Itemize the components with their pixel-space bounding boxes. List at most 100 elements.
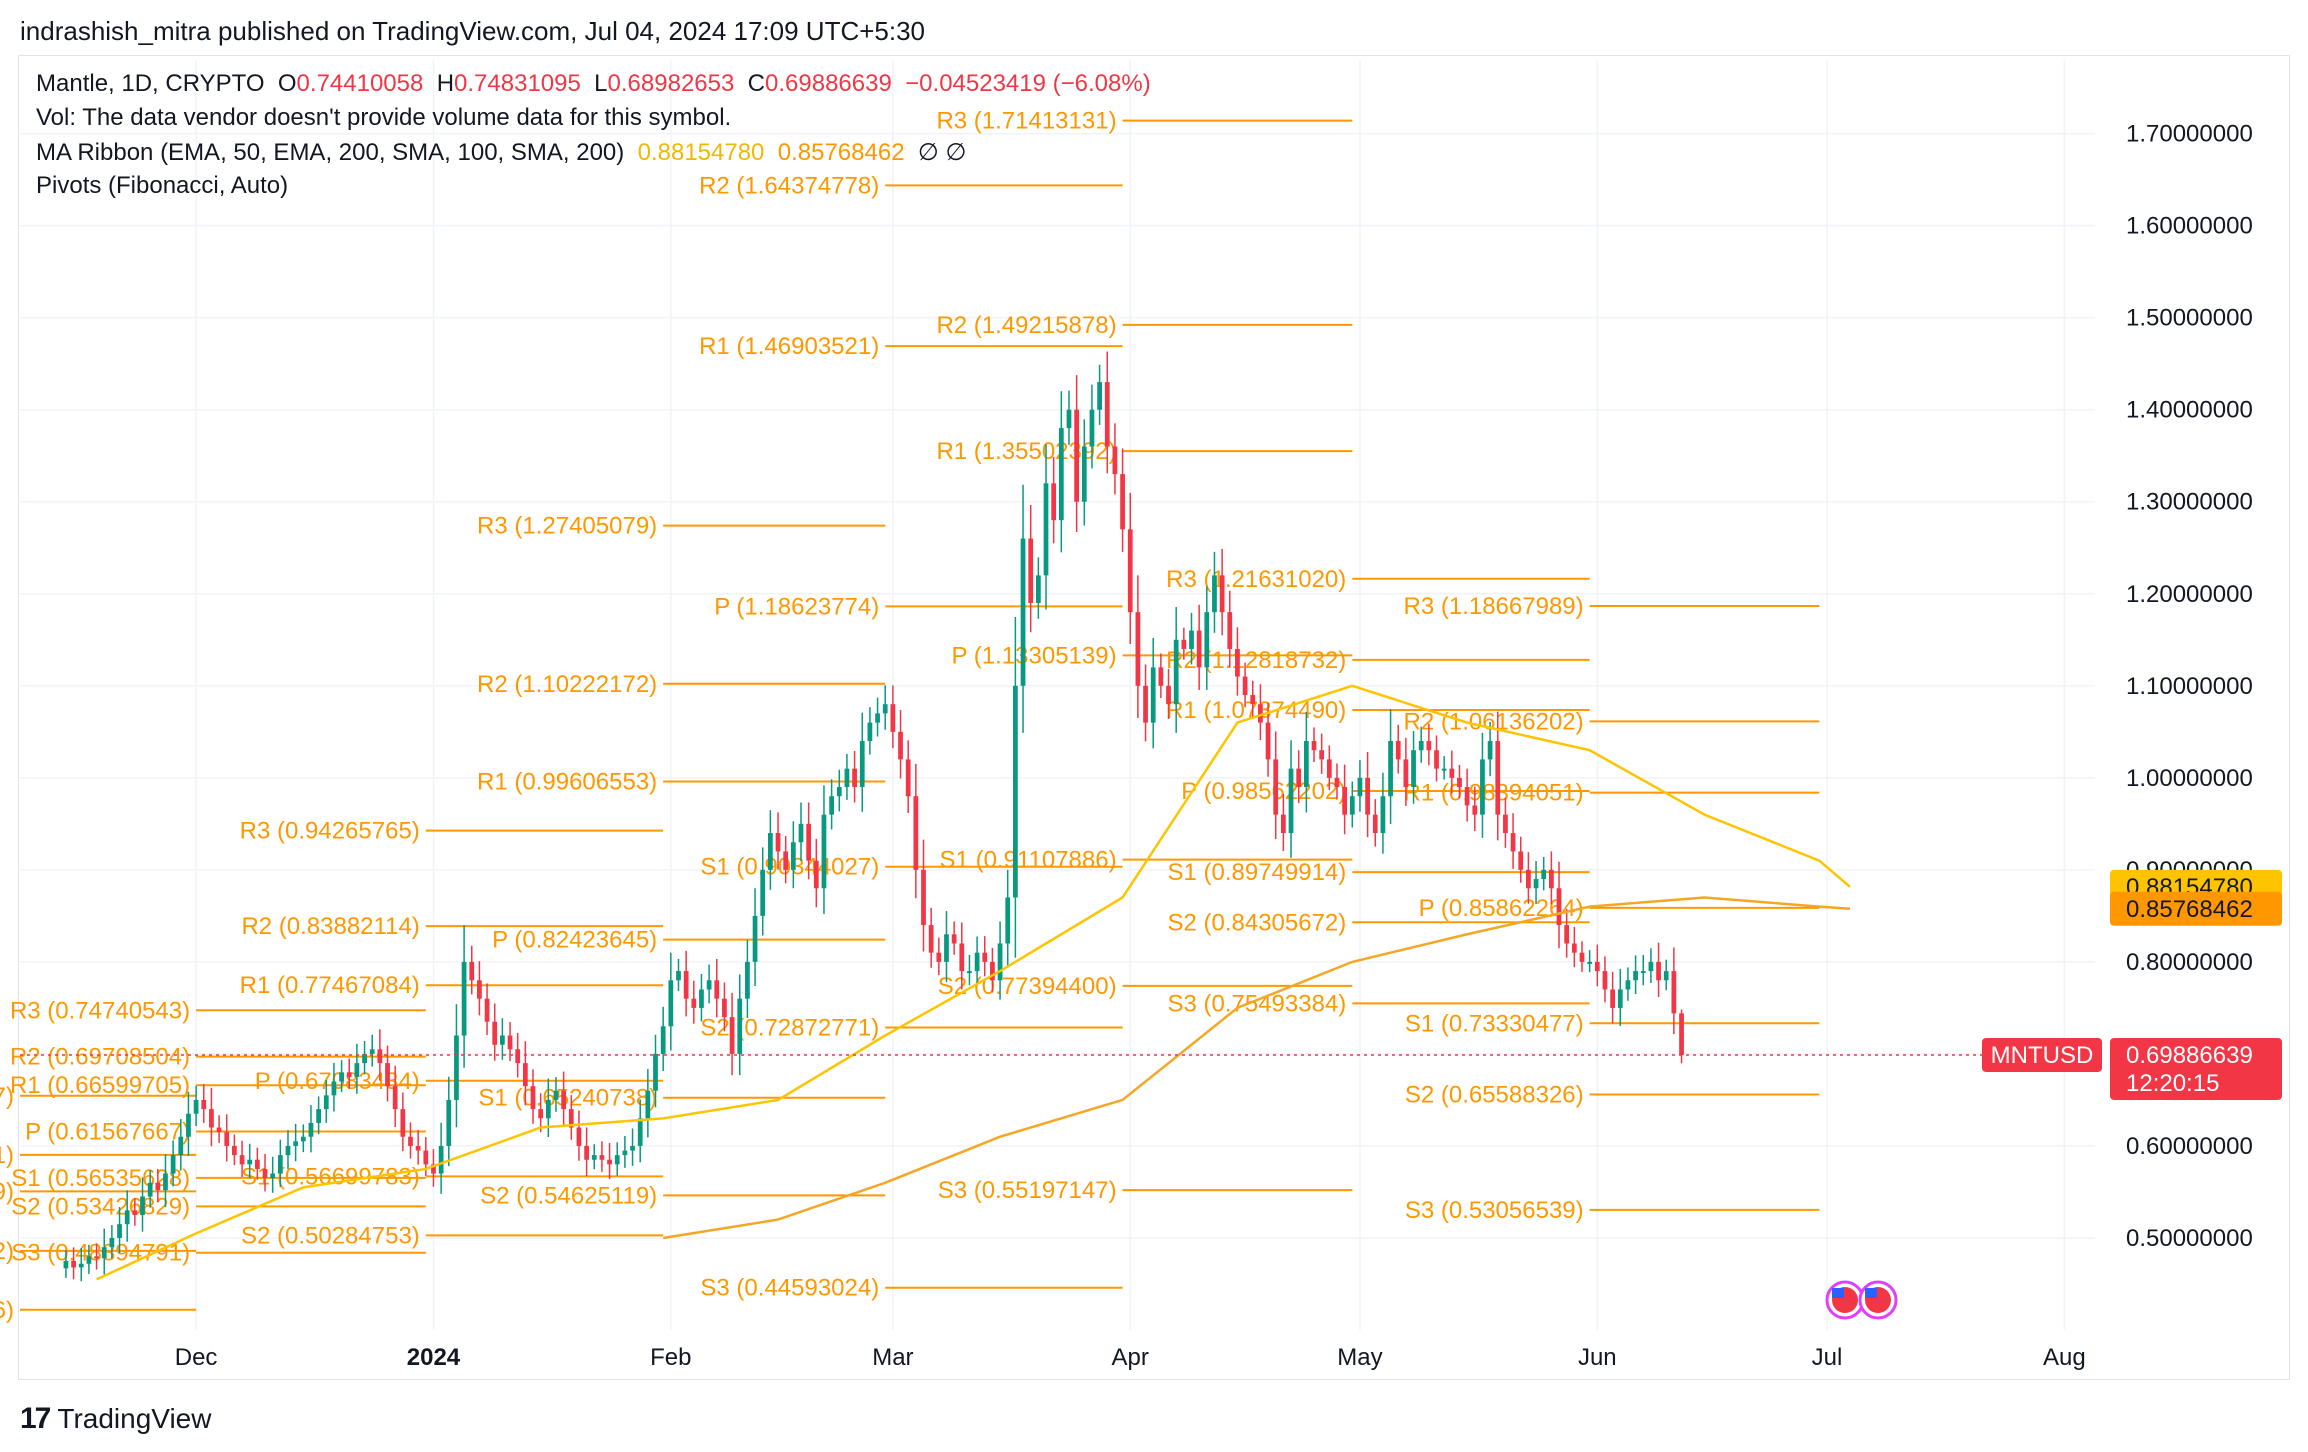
candle-body bbox=[163, 1173, 168, 1191]
candle-body bbox=[1112, 446, 1118, 475]
axes: Dec 2024 Feb Mar Apr May Jun Jul Aug 0.50000000 0.… bbox=[20, 121, 2253, 1371]
candle-body bbox=[614, 1155, 620, 1165]
candle-body bbox=[500, 1035, 505, 1045]
candle-body bbox=[530, 1086, 536, 1110]
y-tick-label: 1.50000000 bbox=[2126, 305, 2253, 332]
y-tick-label: 1.70000000 bbox=[2126, 121, 2253, 148]
pivot-label: R1 (1.46903521) bbox=[699, 333, 879, 360]
candle-body bbox=[1625, 980, 1631, 990]
candle-body bbox=[1104, 382, 1110, 447]
y-tick-label: 1.00000000 bbox=[2126, 765, 2253, 792]
pivot-label: R3 (1.18667989) bbox=[1404, 593, 1584, 620]
candle-body bbox=[944, 934, 949, 962]
candle-body bbox=[645, 1090, 651, 1119]
x-tick-label: Jul bbox=[1812, 1344, 1843, 1371]
candle-body bbox=[392, 1086, 398, 1110]
candle-body bbox=[699, 989, 704, 1008]
candle-body bbox=[1457, 777, 1462, 788]
ma-value-1: 0.88154780 bbox=[637, 139, 765, 166]
x-tick-label: Mar bbox=[872, 1344, 913, 1371]
pivot-label: S1 (0.65240738) bbox=[478, 1085, 657, 1112]
candle-body bbox=[706, 980, 712, 990]
candle-body bbox=[561, 1090, 567, 1110]
candle-body bbox=[193, 1099, 199, 1114]
pivot-levels: 5457347) 9031941) 5062319) 86502) 2211506) R3… bbox=[0, 108, 1820, 1324]
candle-body bbox=[277, 1155, 283, 1174]
pivot-label: S2 (0.50284753) bbox=[241, 1222, 420, 1249]
candle-body bbox=[1487, 741, 1493, 760]
ma-slow-line bbox=[662, 896, 1851, 1240]
candle-body bbox=[591, 1155, 597, 1160]
ma-value-2: 0.85768462 bbox=[777, 139, 905, 166]
candle-body bbox=[308, 1122, 314, 1137]
legend-close: 0.69886639 bbox=[765, 70, 892, 97]
candle-body bbox=[622, 1150, 628, 1156]
candle-body bbox=[1495, 741, 1501, 815]
candle-body bbox=[1610, 989, 1615, 1008]
y-tick-label: 0.80000000 bbox=[2126, 949, 2253, 976]
pivot-label: R2 (1.06136202) bbox=[1404, 708, 1584, 735]
y-tick-label: 1.40000000 bbox=[2126, 397, 2253, 424]
candle-body bbox=[1349, 796, 1355, 815]
pivot-label: S1 (0.91107886) bbox=[940, 847, 1117, 874]
candle-body bbox=[201, 1099, 207, 1110]
candle-body bbox=[178, 1136, 184, 1156]
candle-body bbox=[668, 980, 674, 1027]
candle-body bbox=[882, 704, 888, 714]
candle-body bbox=[1587, 961, 1593, 964]
countdown-text: 12:20:15 bbox=[2126, 1070, 2219, 1097]
candle-body bbox=[1602, 971, 1608, 990]
candle-body bbox=[1679, 1013, 1684, 1055]
candle-body bbox=[438, 1145, 444, 1174]
candle-body bbox=[124, 1210, 130, 1225]
candle-body bbox=[653, 1053, 658, 1091]
candle-body bbox=[1296, 768, 1302, 788]
candle-body bbox=[1303, 741, 1309, 788]
ma-ribbon-title: MA Ribbon (EMA, 50, EMA, 200, SMA, 100, … bbox=[36, 139, 625, 166]
candle-body bbox=[1418, 741, 1424, 751]
pivot-label: S3 (0.44593024) bbox=[700, 1275, 879, 1302]
candle-body bbox=[186, 1113, 191, 1137]
pivot-label: R3 (1.21631020) bbox=[1166, 566, 1346, 593]
pivot-label: R3 (0.74740543) bbox=[10, 997, 190, 1024]
candle-body bbox=[408, 1136, 413, 1146]
symbol-tag-box bbox=[1982, 1037, 2102, 1072]
pivot-label: S3 (0.75493384) bbox=[1167, 990, 1346, 1017]
candle-body bbox=[400, 1109, 406, 1137]
candle-body bbox=[752, 915, 758, 962]
pivot-label: R2 (1.10222172) bbox=[477, 671, 657, 698]
candle-body bbox=[1510, 833, 1516, 852]
pivot-label: S1 (0.56535628) bbox=[11, 1165, 190, 1192]
candle-body bbox=[806, 823, 812, 861]
candle-body bbox=[867, 722, 873, 742]
candle-body bbox=[584, 1145, 589, 1160]
candle-body bbox=[553, 1090, 559, 1100]
candle-body bbox=[798, 823, 804, 843]
candle-body bbox=[1480, 759, 1485, 815]
legend-pivots[interactable]: Pivots (Fibonacci, Auto) bbox=[36, 172, 289, 199]
legend-c-label: C bbox=[747, 70, 766, 97]
pivot-label: S2 (0.65588326) bbox=[1405, 1082, 1584, 1109]
pivot-label: 5062319) bbox=[0, 1178, 14, 1205]
candle-body bbox=[1617, 989, 1623, 1008]
candle-body bbox=[1051, 483, 1057, 521]
candle-body bbox=[155, 1182, 161, 1191]
candle-body bbox=[951, 934, 957, 944]
x-tick-label: Aug bbox=[2043, 1344, 2086, 1371]
pivot-label: R2 (1.64374778) bbox=[699, 172, 879, 199]
legend-o-label: O bbox=[277, 70, 297, 97]
pivot-label: P (0.82423645) bbox=[492, 927, 657, 954]
candle-body bbox=[293, 1141, 299, 1146]
pivot-label: R1 (1.07374490) bbox=[1166, 697, 1346, 724]
symbol-tag: MNTUSD bbox=[1991, 1042, 2094, 1069]
candle-body bbox=[997, 943, 1003, 981]
y-tick-label: 0.60000000 bbox=[2126, 1133, 2253, 1160]
legend-ma-ribbon[interactable]: MA Ribbon (EMA, 50, EMA, 200, SMA, 100, … bbox=[36, 138, 966, 167]
candle-body bbox=[813, 860, 819, 889]
price-label-text: 0.69886639 bbox=[2126, 1042, 2253, 1069]
pivot-label: P (1.13305139) bbox=[952, 642, 1117, 669]
pivot-label: R3 (1.27405079) bbox=[477, 513, 657, 540]
pivot-label: R2 (1.49215878) bbox=[936, 312, 1116, 339]
pivot-label: P (1.18623774) bbox=[714, 593, 879, 620]
